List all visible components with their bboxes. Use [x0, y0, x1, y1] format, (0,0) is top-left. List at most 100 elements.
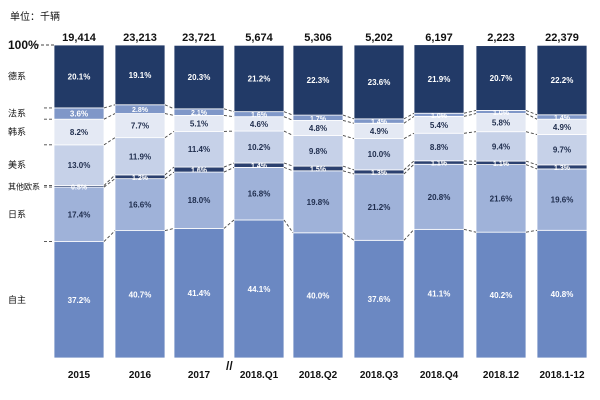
data-label: 21.6% [490, 194, 513, 203]
segment-connector [342, 135, 355, 140]
segment-connector [103, 230, 116, 242]
series-legend-label: 日系 [8, 209, 26, 219]
segment-connector [463, 109, 477, 114]
bar-segment [475, 164, 527, 233]
total-label: 5,306 [304, 32, 332, 44]
bar-segment [413, 163, 465, 230]
data-label: 5.8% [492, 119, 510, 128]
bar-segment [536, 134, 588, 166]
segment-connector [525, 164, 538, 170]
x-tick-label: 2017 [188, 370, 211, 381]
segment-connector [164, 166, 175, 176]
bar-segment [233, 219, 285, 359]
segment-connector [463, 228, 477, 233]
bar-segment [233, 130, 285, 164]
segment-connector [525, 109, 538, 116]
data-label: 1.4% [371, 119, 388, 126]
data-label: 5.1% [190, 119, 208, 128]
bar-segment [413, 132, 465, 162]
segment-connector [403, 229, 415, 241]
x-tick-label: 2018.Q3 [360, 370, 399, 381]
series-legend-label: 韩系 [8, 126, 26, 137]
bar-segment [233, 44, 285, 113]
data-label: 2.8% [132, 107, 149, 114]
x-tick-label: 2018.1-12 [539, 370, 584, 381]
data-label: 44.1% [248, 285, 271, 294]
data-label: 1.3% [371, 170, 388, 177]
data-label: 22.2% [551, 76, 574, 85]
data-label: 1.3% [554, 165, 571, 172]
data-label: 17.4% [68, 210, 91, 219]
bar-segment [114, 137, 166, 176]
data-label: 1.0% [493, 110, 510, 117]
segment-connector [463, 113, 477, 117]
data-label: 4.9% [553, 123, 571, 132]
segment-connector [403, 132, 415, 139]
data-label: 40.7% [129, 290, 152, 299]
bar-segment [353, 239, 405, 359]
data-label: 40.0% [307, 291, 330, 300]
data-label: 9.8% [309, 147, 327, 156]
bar-segment [53, 44, 105, 109]
bar-segment [475, 45, 527, 111]
series-legend-label: 美系 [8, 159, 26, 170]
data-label: 21.9% [428, 75, 451, 84]
data-label: 19.1% [129, 71, 152, 80]
x-tick-label: 2016 [129, 370, 152, 381]
segment-connector [342, 170, 355, 175]
data-label: 5.4% [430, 121, 448, 130]
segment-connector [283, 219, 294, 234]
data-label: 3.6% [70, 110, 88, 119]
data-label: 41.4% [188, 289, 211, 298]
segment-connector [103, 104, 116, 109]
x-tick-label: 2015 [68, 370, 91, 381]
data-label: 1.5% [310, 166, 327, 173]
axis-break-marker: // [226, 359, 233, 373]
bar-segment [173, 44, 225, 110]
bar-segment [114, 44, 166, 106]
data-label: 9.4% [492, 142, 510, 151]
data-label: 40.8% [551, 290, 574, 299]
bar-segment [292, 170, 344, 234]
x-tick-label: 2018.Q4 [420, 370, 459, 381]
bar-segment [53, 241, 105, 359]
segment-connector [403, 160, 415, 171]
connectors-layer [36, 44, 538, 243]
data-label: 23.6% [368, 78, 391, 87]
bar-segment [114, 113, 166, 139]
segment-connector [342, 119, 355, 124]
segment-connector [103, 113, 116, 120]
data-label: 4.8% [309, 124, 327, 133]
x-tick-label: 2018.Q2 [299, 370, 338, 381]
total-label: 19,414 [62, 32, 97, 44]
segment-connector [525, 160, 538, 166]
segment-connector [342, 165, 355, 171]
total-label: 23,721 [182, 32, 216, 44]
data-label: 21.2% [248, 74, 271, 83]
data-label: 2.1% [191, 110, 208, 117]
segment-connector [164, 171, 175, 180]
data-label: 1.4% [251, 163, 268, 170]
segment-connector [283, 162, 294, 167]
x-tick-label: 2018.12 [483, 370, 520, 381]
data-label: 8.2% [70, 128, 88, 137]
bar-segment [292, 135, 344, 167]
bar-segment [413, 44, 465, 114]
bar-segment [173, 171, 225, 229]
series-legend-label: 法系 [8, 108, 26, 119]
data-label: 1.1% [431, 161, 448, 168]
total-label: 5,202 [365, 32, 393, 44]
total-label: 5,674 [245, 32, 273, 44]
bars-layer [53, 44, 588, 359]
bar-segment [475, 131, 527, 162]
data-label: 1.6% [251, 112, 268, 119]
x-tick-label: 2018.Q1 [240, 370, 279, 381]
data-label: 4.6% [250, 120, 268, 129]
segment-connector [403, 115, 415, 124]
total-label: 2,223 [487, 32, 515, 44]
segment-connector [283, 166, 294, 172]
segment-connector [525, 229, 538, 233]
bar-segment [292, 44, 344, 116]
